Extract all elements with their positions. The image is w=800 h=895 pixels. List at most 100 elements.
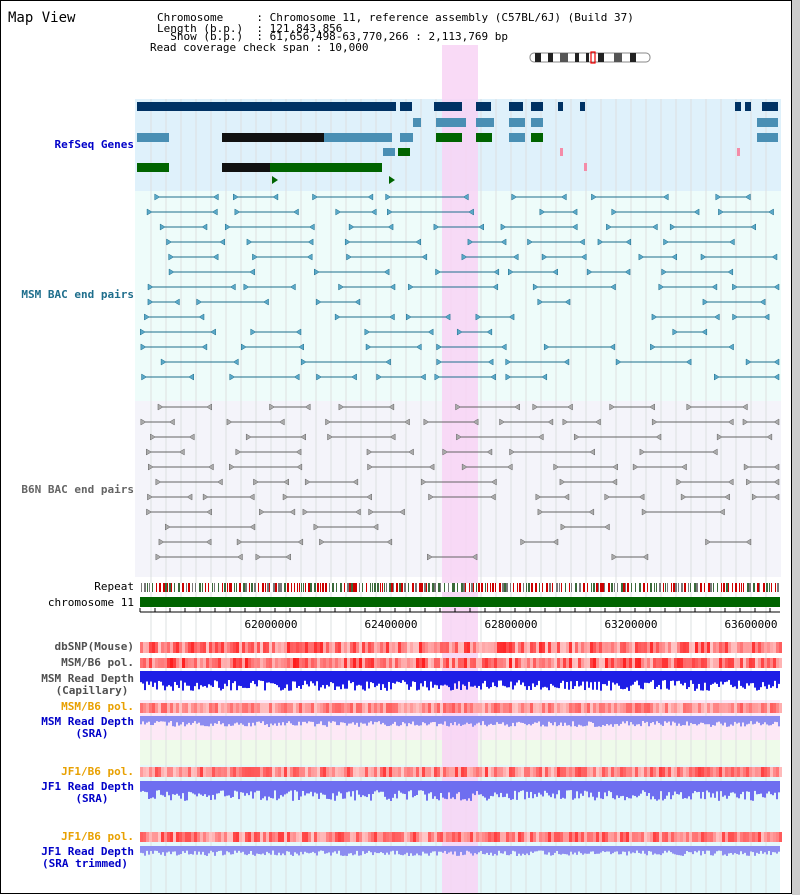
bac-end-marker <box>348 223 355 231</box>
msm-pol2-heat-cell <box>164 703 167 713</box>
track-label-msm-pol-2[interactable]: MSM/B6 pol. <box>61 700 134 713</box>
jf1-sra-depth-bar <box>680 781 682 793</box>
jf1-sra-depth-bar <box>732 781 734 793</box>
selected-region-highlight[interactable] <box>442 45 478 893</box>
jf1-trim-depth-bar <box>620 846 622 855</box>
track-label-refseq[interactable]: RefSeq Genes <box>54 138 134 151</box>
msm-pol-heat-cell <box>203 658 206 668</box>
msm-sra-depth-bar <box>744 716 746 727</box>
jf1-pol-heat-cell <box>608 767 611 777</box>
jf1-pol-heat-cell <box>152 767 155 777</box>
read-depth-tracks[interactable] <box>140 671 780 856</box>
msm-sra-depth-bar <box>726 716 728 727</box>
jf1-sra-depth-bar <box>744 781 746 800</box>
msm-pol2-heat-cell <box>401 703 404 713</box>
track-label-msm-pol-1[interactable]: MSM/B6 pol. <box>61 656 134 669</box>
jf1-sra-depth-bar <box>484 781 486 798</box>
jf1-pol-heat-cell <box>500 767 503 777</box>
jf1-sra-depth-bar <box>476 781 478 792</box>
track-label-msm-depth-cap[interactable]: MSM Read Depth <box>41 672 134 685</box>
track-label-repeat[interactable]: Repeat <box>94 580 134 593</box>
jf1-pol2-heat-cell <box>473 832 476 842</box>
jf1-trim-depth-bar <box>398 846 400 855</box>
repeat-element <box>654 583 655 592</box>
msm-cap-depth-bar <box>564 671 566 689</box>
track-label-jf1-depth-sra[interactable]: JF1 Read Depth <box>41 780 134 793</box>
bac-end-marker <box>719 508 725 516</box>
msm-cap-depth-bar <box>496 671 498 688</box>
dbsnp-heat-cell <box>200 642 203 653</box>
msm-cap-depth-bar <box>738 671 740 681</box>
track-label-jf1-depth-trim[interactable]: JF1 Read Depth <box>41 845 134 858</box>
msm-pol2-heat-cell <box>563 703 566 713</box>
repeat-element <box>763 583 765 592</box>
jf1-trim-depth-bar <box>502 846 504 854</box>
heatmap-tracks[interactable] <box>140 642 782 842</box>
bac-end-marker <box>289 508 296 516</box>
track-label-b6n-bac[interactable]: B6N BAC end pairs <box>21 483 134 496</box>
msm-cap-depth-bar <box>306 671 308 685</box>
jf1-sra-depth-bar <box>682 781 684 799</box>
track-label-msm-depth-sra[interactable]: MSM Read Depth <box>41 715 134 728</box>
bac-end-marker <box>285 553 291 561</box>
msm-cap-depth-bar <box>352 671 354 683</box>
jf1-sra-depth-bar <box>626 781 628 797</box>
jf1-pol-heat-cell <box>443 767 446 777</box>
msm-pol-heat-cell <box>383 658 386 668</box>
jf1-sra-depth-bar <box>396 781 398 799</box>
bac-end-marker <box>224 223 231 231</box>
repeat-element <box>608 583 610 592</box>
jf1-sra-depth-bar <box>576 781 578 792</box>
dbsnp-heat-cell <box>182 642 185 653</box>
chromosome-ideogram[interactable] <box>529 51 651 64</box>
jf1-sra-depth-bar <box>212 781 214 795</box>
jf1-pol-heat-cell <box>548 767 551 777</box>
jf1-pol-heat-cell <box>437 767 440 777</box>
msm-cap-depth-bar <box>302 671 304 686</box>
track-label-msm-bac[interactable]: MSM BAC end pairs <box>21 288 134 301</box>
jf1-pol-heat-cell <box>656 767 659 777</box>
jf1-sra-depth-bar <box>272 781 274 799</box>
jf1-pol-heat-cell <box>380 767 383 777</box>
refseq-genes-track[interactable] <box>137 102 778 184</box>
bac-end-marker <box>245 433 252 441</box>
jf1-sra-depth-bar <box>286 781 288 794</box>
msm-pol2-heat-cell <box>659 703 662 713</box>
msm-pol2-heat-cell <box>182 703 185 713</box>
dbsnp-heat-cell <box>605 642 608 653</box>
jf1-trim-depth-bar <box>660 846 662 856</box>
msm-sra-depth-bar <box>560 716 562 723</box>
repeat-track[interactable] <box>140 583 780 592</box>
jf1-sra-depth-bar <box>230 781 232 798</box>
msm-bac-pairs[interactable] <box>140 193 780 381</box>
jf1-sra-depth-bar <box>168 781 170 796</box>
msm-cap-depth-bar <box>200 671 202 686</box>
msm-pol-heat-cell <box>626 658 629 668</box>
map-scrollbar[interactable] <box>792 0 800 895</box>
msm-sra-depth-bar <box>714 716 716 726</box>
chromosome-bar[interactable] <box>140 597 780 607</box>
jf1-pol-heat-cell <box>287 767 290 777</box>
msm-sra-depth-bar <box>594 716 596 727</box>
msm-sra-depth-bar <box>742 716 744 723</box>
jf1-pol2-heat-cell <box>557 832 560 842</box>
msm-cap-depth-bar <box>256 671 258 687</box>
track-label-dbsnp[interactable]: dbSNP(Mouse) <box>54 640 134 653</box>
msm-cap-depth-bar <box>700 671 702 691</box>
jf1-pol2-heat-cell <box>347 832 350 842</box>
msm-cap-depth-bar <box>742 671 744 688</box>
track-label-jf1-pol-1[interactable]: JF1/B6 pol. <box>61 765 134 778</box>
msm-pol-heat-cell <box>338 658 341 668</box>
track-label-jf1-pol-2[interactable]: JF1/B6 pol. <box>61 830 134 843</box>
jf1-pol-heat-cell <box>347 767 350 777</box>
msm-sra-depth-bar <box>732 716 734 726</box>
jf1-trim-depth-bar <box>430 846 432 853</box>
msm-pol-heat-cell <box>479 658 482 668</box>
jf1-sra-depth-bar <box>600 781 602 799</box>
msm-sra-depth-bar <box>406 716 408 727</box>
bac-end-marker <box>771 253 778 261</box>
dbsnp-heat-cell <box>359 642 362 653</box>
msm-pol-heat-cell <box>605 658 608 668</box>
b6n-bac-pairs[interactable] <box>140 403 780 561</box>
